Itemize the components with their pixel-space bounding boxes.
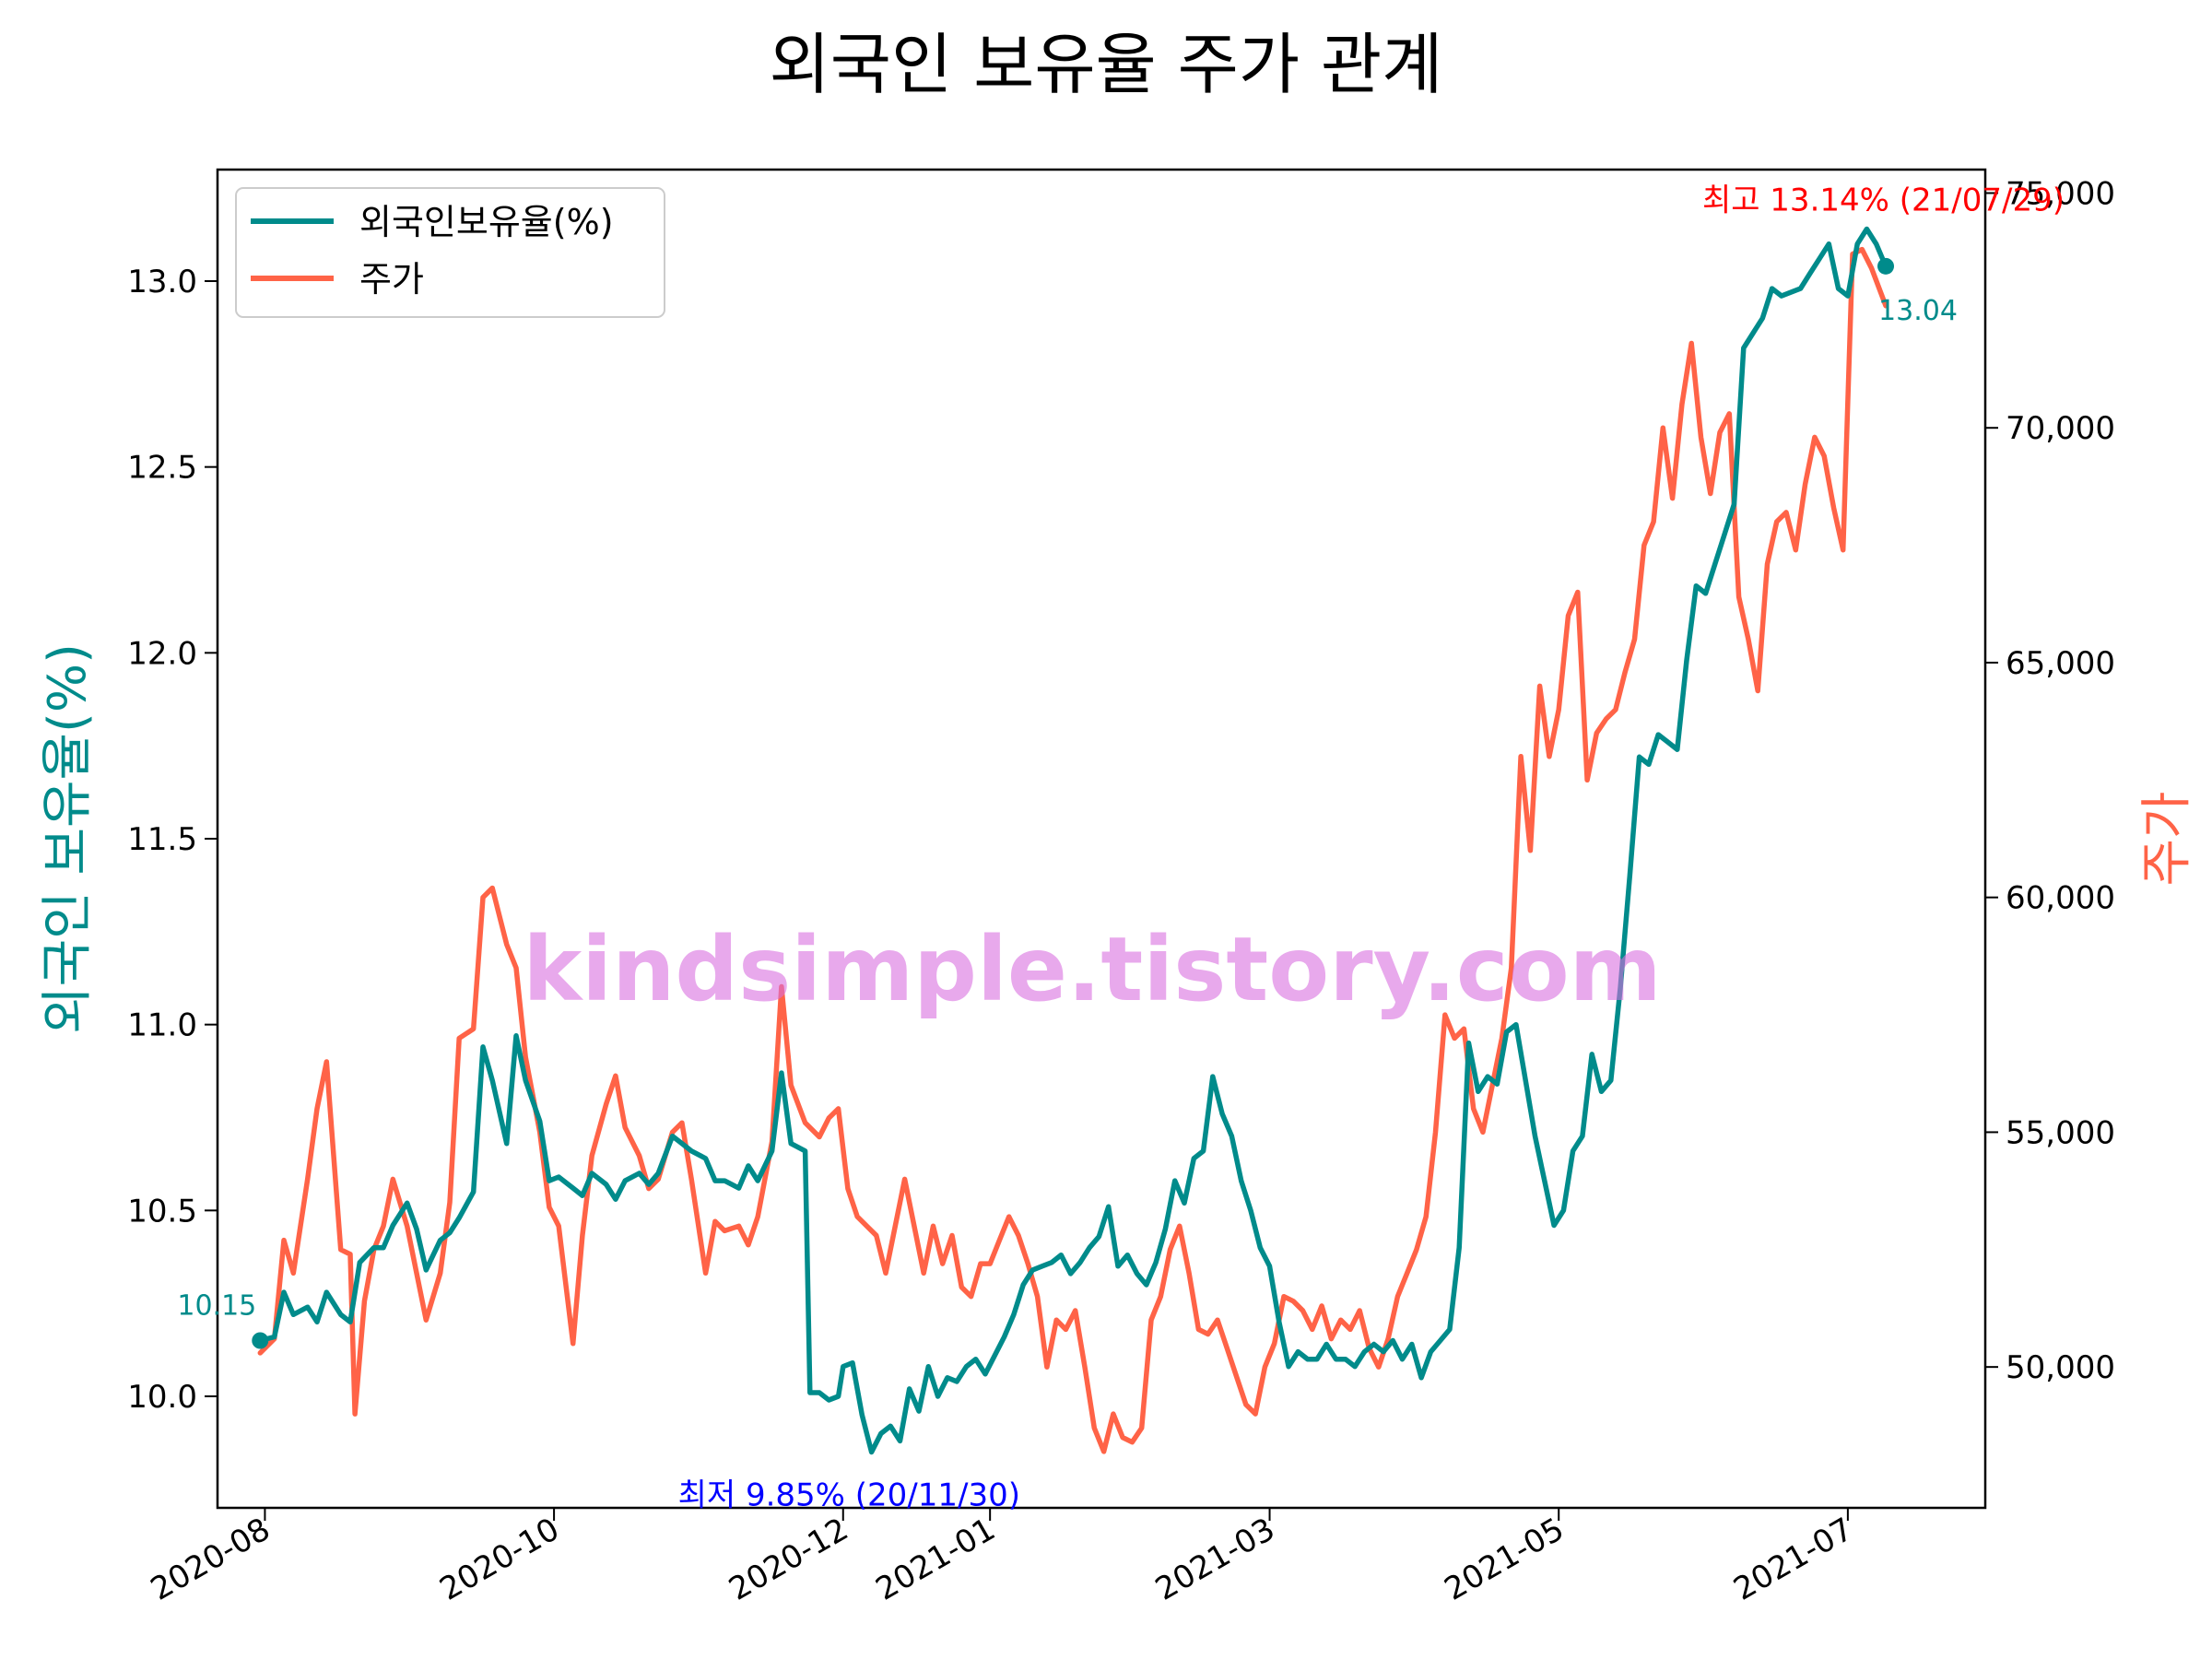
annotations: 10.15 13.04 최고 13.14% (21/07/29) 최저 9.85% (…: [177, 182, 2065, 1514]
stock-price-line: [257, 246, 1888, 1454]
x-tick-label: 2020-10: [434, 1511, 566, 1608]
min-annotation: 최저 9.85% (20/11/30): [678, 1477, 1020, 1514]
x-tick-label: 2020-12: [723, 1511, 854, 1608]
legend-box: [235, 187, 665, 318]
x-tick-label: 2021-05: [1439, 1511, 1571, 1608]
y-tick-label: 10.5: [127, 1193, 197, 1230]
y-tick-label: 10.0: [127, 1379, 197, 1416]
y2-tick-label: 70,000: [2006, 410, 2115, 447]
y-tick-label: 12.0: [127, 635, 197, 672]
y-tick-label: 11.5: [127, 821, 197, 858]
y-tick-label: 11.0: [127, 1007, 197, 1044]
max-annotation: 최고 13.14% (21/07/29): [1702, 182, 2065, 219]
legend: 외국인보유율(%) 주가: [235, 187, 665, 318]
y-axis-left: 10.0 10.5 11.0 11.5 12.0 12.5 13.0: [127, 264, 218, 1416]
y-tick-label: 13.0: [127, 264, 197, 300]
chart-title: 외국인 보유율 주가 관계: [769, 26, 1442, 103]
end-value-label: 13.04: [1878, 295, 1958, 327]
legend-label-price: 주가: [359, 259, 424, 300]
x-tick-label: 2021-03: [1149, 1511, 1281, 1608]
legend-label-foreign: 외국인보유율(%): [359, 202, 614, 242]
watermark: kindsimple.tistory.com: [523, 918, 1661, 1021]
start-point-marker: [252, 1332, 269, 1349]
plot-area: [216, 168, 1987, 1510]
x-tick-label: 2021-07: [1727, 1511, 1859, 1608]
series-group: [252, 226, 1895, 1455]
x-tick-label: 2020-08: [145, 1511, 276, 1608]
y2-tick-label: 60,000: [2006, 880, 2115, 917]
y2-tick-label: 50,000: [2006, 1349, 2115, 1386]
foreign-ownership-line: [257, 226, 1888, 1455]
y2-axis-label: 주가: [2137, 791, 2197, 886]
y2-tick-label: 65,000: [2006, 645, 2115, 682]
y-tick-label: 12.5: [127, 450, 197, 487]
y-axis-label: 외국인 보유율(%): [38, 643, 98, 1034]
start-value-label: 10.15: [177, 1290, 256, 1323]
y2-tick-label: 75,000: [2006, 175, 2115, 212]
end-point-marker: [1877, 257, 1895, 275]
y-axis-right: 50,000 55,000 60,000 65,000 70,000 75,000: [1985, 175, 2115, 1386]
y2-tick-label: 55,000: [2006, 1114, 2115, 1151]
x-tick-label: 2021-01: [870, 1511, 1002, 1608]
x-axis: 2020-08 2020-10 2020-12 2021-01 2021-03 2021-…: [145, 1508, 1859, 1608]
